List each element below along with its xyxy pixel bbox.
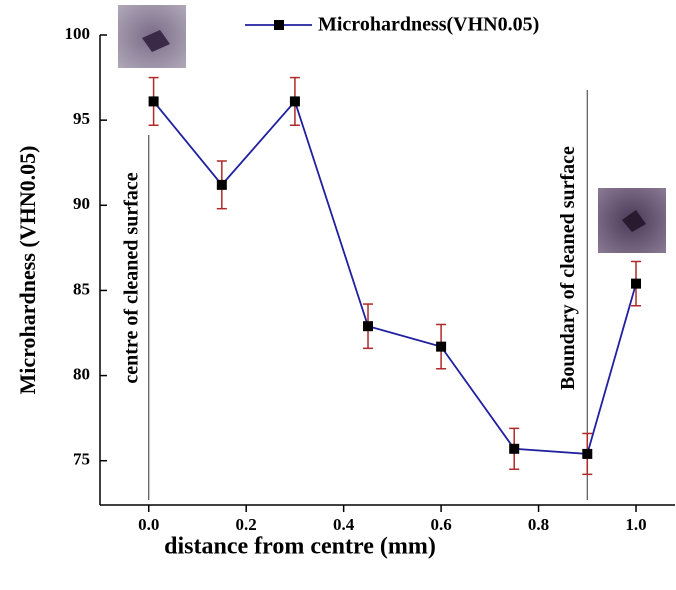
marker [216,179,227,190]
annotation: Boundary of cleaned surface [557,146,579,390]
x-tick-label: 1.0 [625,515,646,534]
y-tick-label: 100 [65,24,91,43]
annotation: centre of cleaned surface [120,172,142,383]
series-line [152,99,637,455]
x-tick-label: 0.2 [236,515,257,534]
y-tick-label: 80 [73,364,90,383]
marker [148,96,159,107]
marker [289,96,300,107]
y-tick-label: 95 [73,109,90,128]
indent-image [118,5,186,68]
y-tick-label: 75 [73,450,90,469]
x-tick-label: 0.8 [528,515,549,534]
x-tick-label: 0.0 [138,515,159,534]
marker [509,443,520,454]
legend-marker [274,20,284,30]
marker [363,321,374,332]
y-tick-label: 90 [73,194,90,213]
legend-label: Microhardness(VHN0.05) [318,14,539,36]
y-tick-label: 85 [73,279,90,298]
marker [436,341,447,352]
indent-image [598,188,666,253]
x-tick-label: 0.4 [333,515,355,534]
x-axis-label: distance from centre (mm) [164,534,436,560]
marker [631,278,642,289]
marker [582,448,593,459]
x-tick-label: 0.6 [430,515,451,534]
y-axis-label: Microhardness (VHN0.05) [15,146,40,395]
